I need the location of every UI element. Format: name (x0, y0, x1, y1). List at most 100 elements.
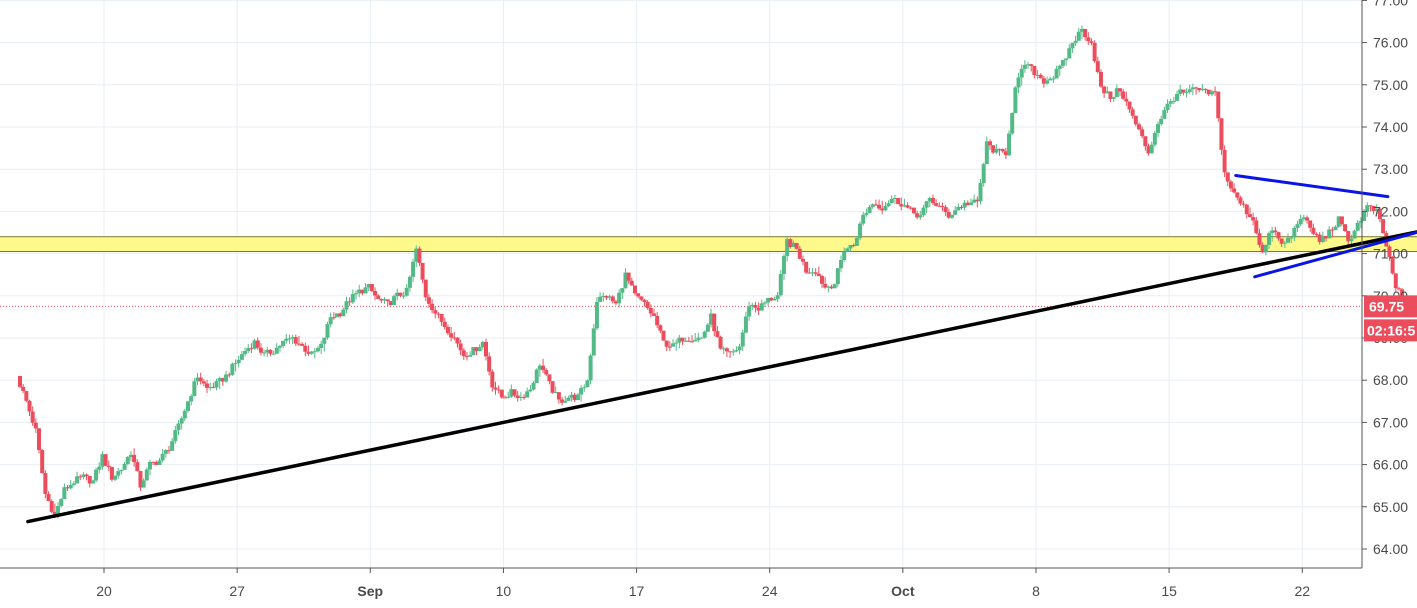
current-price-label: 69.75 (1369, 298, 1404, 314)
candle-up (246, 348, 251, 352)
candle-down (820, 276, 825, 284)
candle-up (927, 198, 932, 202)
candle-up (683, 340, 688, 342)
candles (17, 25, 1417, 519)
candle-down (65, 487, 70, 489)
candle-up (1295, 224, 1300, 228)
candle-down (639, 296, 644, 300)
candle-up (968, 202, 973, 206)
candle-up (119, 469, 124, 472)
candle-down (331, 317, 336, 319)
candle-down (420, 262, 425, 280)
candle-down (1400, 289, 1405, 298)
candle-down (268, 349, 273, 354)
candle-down (873, 204, 878, 206)
y-tick-label: 74.00 (1373, 119, 1408, 135)
candle-up (889, 198, 894, 204)
candle-up (1352, 230, 1357, 239)
candle-up (1165, 103, 1170, 111)
candle-down (30, 411, 35, 423)
candle-up (759, 303, 764, 311)
candle-down (154, 462, 159, 465)
candle-down (756, 307, 761, 311)
candle-up (1013, 87, 1018, 114)
candle-up (518, 396, 523, 399)
candle-up (97, 466, 102, 470)
candle-down (293, 337, 298, 344)
candle-up (170, 441, 175, 451)
candle-down (430, 303, 435, 311)
candle-down (461, 350, 466, 357)
candle-up (274, 347, 279, 354)
candle-up (747, 306, 752, 317)
channel-upper-line[interactable] (1234, 174, 1390, 199)
candle-up (956, 206, 961, 211)
candle-up (1073, 40, 1078, 43)
candle-up (854, 237, 859, 246)
candle-down (664, 340, 669, 347)
candle-down (1222, 149, 1227, 173)
candle-down (851, 245, 856, 247)
resistance-zone[interactable] (0, 236, 1417, 252)
x-tick-label: Sep (357, 583, 383, 599)
candle-down (965, 202, 970, 206)
candle-up (579, 388, 584, 395)
candle-up (354, 293, 359, 295)
candle-down (1092, 42, 1097, 62)
candle-down (804, 261, 809, 273)
candle-up (1190, 87, 1195, 90)
candle-up (1057, 65, 1062, 69)
candle-down (423, 279, 428, 298)
candle-down (544, 370, 549, 375)
candle-up (1162, 110, 1167, 119)
candle-down (753, 304, 758, 308)
candle-down (940, 206, 945, 208)
candle-down (388, 301, 393, 305)
candle-up (1374, 208, 1379, 212)
candle-up (832, 284, 837, 289)
candle-down (1225, 172, 1230, 182)
candle-up (1079, 28, 1084, 32)
candle-up (182, 410, 187, 419)
candle-down (211, 387, 216, 389)
candle-down (550, 381, 555, 393)
candle-up (588, 355, 593, 381)
x-tick-label: 10 (496, 583, 512, 599)
candle-down (198, 377, 203, 382)
candle-down (1124, 98, 1129, 102)
candle-up (978, 182, 983, 202)
candle-up (953, 210, 958, 215)
x-tick-label: 15 (1161, 583, 1177, 599)
candle-up (1270, 230, 1275, 234)
candle-down (1317, 234, 1322, 242)
candle-down (135, 462, 140, 471)
candle-up (195, 377, 200, 382)
candle-down (84, 474, 89, 476)
candle-up (113, 475, 118, 480)
candle-down (1368, 205, 1373, 207)
candle-up (525, 391, 530, 398)
candle-down (1314, 233, 1319, 235)
candle-down (880, 208, 885, 211)
candle-down (49, 501, 54, 512)
candle-up (128, 454, 133, 458)
candle-up (477, 347, 482, 352)
candle-up (186, 401, 191, 411)
candle-up (334, 313, 339, 318)
candle-down (1311, 227, 1316, 234)
candle-down (33, 422, 38, 429)
candle-up (696, 337, 701, 340)
candle-down (1089, 41, 1094, 43)
candle-up (778, 274, 783, 296)
candle-up (1333, 226, 1338, 231)
support-trendline[interactable] (26, 224, 1417, 524)
candle-down (642, 299, 647, 302)
y-tick-label: 77.00 (1373, 0, 1408, 8)
candle-up (1007, 133, 1012, 156)
candle-down (1324, 236, 1329, 239)
channel-lower-line[interactable] (1253, 231, 1417, 279)
candle-down (1083, 28, 1088, 38)
y-tick-label: 66.00 (1373, 457, 1408, 473)
